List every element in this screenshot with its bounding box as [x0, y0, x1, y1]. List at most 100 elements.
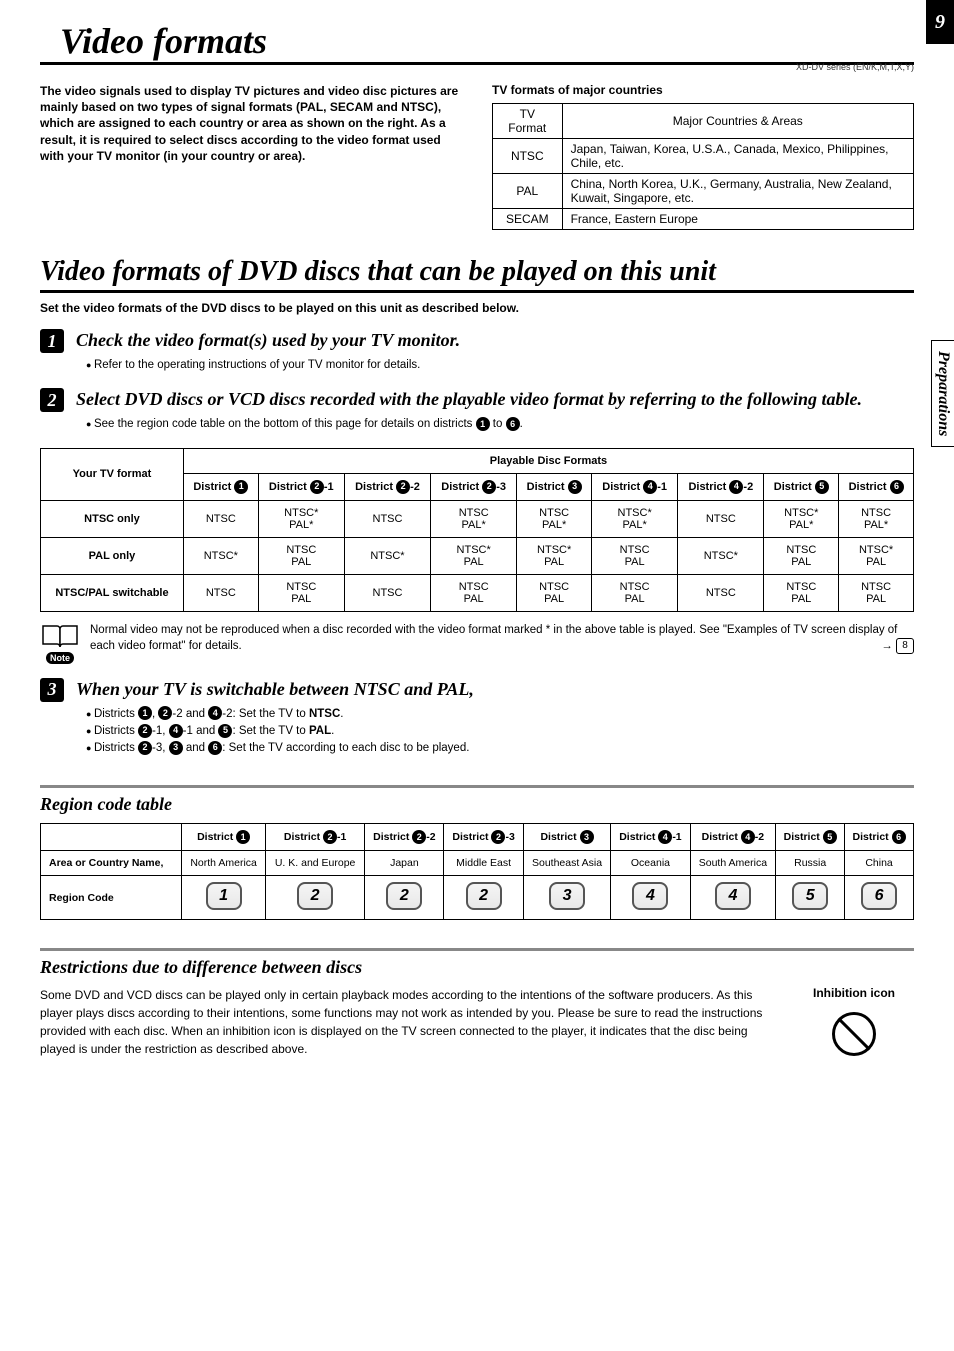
- table-header: District 1: [183, 473, 258, 500]
- table-cell: NTSCPAL: [592, 574, 678, 611]
- note-icon: Note: [40, 622, 80, 664]
- table-cell: SECAM: [493, 209, 563, 230]
- table-header: District 2-1: [258, 473, 344, 500]
- step-number-2: 2: [40, 388, 64, 412]
- table-cell: NTSC: [493, 139, 563, 174]
- table-cell: China, North Korea, U.K., Germany, Austr…: [562, 174, 913, 209]
- table-header: Playable Disc Formats: [183, 448, 913, 473]
- table-row-header: Area or Country Name,: [41, 851, 182, 876]
- table-cell: Russia: [776, 851, 845, 876]
- table-cell: NTSC*PAL: [839, 537, 914, 574]
- inhibition-label: Inhibition icon: [794, 986, 914, 1000]
- region-code-cell: 2: [365, 876, 444, 920]
- series-code: XD-DV series (EN/K,M,T,X,Y): [796, 62, 914, 72]
- table-cell: NTSC*: [183, 537, 258, 574]
- page-number: 9: [926, 0, 954, 44]
- table-cell: NTSC: [344, 500, 430, 537]
- step-1-detail: Refer to the operating instructions of y…: [86, 359, 420, 371]
- side-tab-preparations: Preparations: [931, 340, 954, 447]
- region-code-table: District 1District 2-1District 2-2Distri…: [40, 823, 914, 920]
- table-cell: Japan, Taiwan, Korea, U.S.A., Canada, Me…: [562, 139, 913, 174]
- table-header: District 2-3: [444, 824, 523, 851]
- table-cell: NTSC*: [344, 537, 430, 574]
- table-cell: NTSC: [344, 574, 430, 611]
- step-number-1: 1: [40, 329, 64, 353]
- table-cell: NTSCPAL*: [839, 500, 914, 537]
- note-block: Note Normal video may not be reproduced …: [40, 622, 914, 664]
- region-code-cell: 2: [444, 876, 523, 920]
- table-header: District 5: [776, 824, 845, 851]
- region-code-cell: 5: [776, 876, 845, 920]
- table-cell: NTSCPAL*: [517, 500, 592, 537]
- region-code-cell: 4: [690, 876, 776, 920]
- table-header: District 2-2: [344, 473, 430, 500]
- table-cell: NTSC: [678, 574, 764, 611]
- playable-formats-table: Your TV format Playable Disc Formats Dis…: [40, 448, 914, 612]
- table-cell: NTSC*PAL: [431, 537, 517, 574]
- note-text: Normal video may not be reproduced when …: [90, 624, 897, 652]
- table-header: District 5: [764, 473, 839, 500]
- inhibition-icon: [832, 1012, 876, 1056]
- restrictions-text: Some DVD and VCD discs can be played onl…: [40, 986, 774, 1058]
- table-header: District 4-1: [611, 824, 690, 851]
- table-cell: China: [845, 851, 914, 876]
- table-cell: PAL: [493, 174, 563, 209]
- step-3-title: When your TV is switchable between NTSC …: [76, 678, 474, 701]
- table-header: Your TV format: [41, 448, 184, 500]
- table-cell: NTSC: [183, 500, 258, 537]
- page-title: Video formats: [40, 20, 914, 65]
- table-row-header: NTSC/PAL switchable: [41, 574, 184, 611]
- table-cell: NTSCPAL: [764, 574, 839, 611]
- table-cell: NTSCPAL: [258, 537, 344, 574]
- table-cell: NTSCPAL: [258, 574, 344, 611]
- table-cell: NTSC*PAL: [517, 537, 592, 574]
- table-cell: NTSCPAL: [517, 574, 592, 611]
- table-cell: NTSC*PAL*: [592, 500, 678, 537]
- sub-title: Video formats of DVD discs that can be p…: [40, 256, 914, 293]
- table-cell: Middle East: [444, 851, 523, 876]
- region-code-heading: Region code table: [40, 785, 914, 815]
- table-cell: NTSCPAL: [764, 537, 839, 574]
- table-cell: NTSC*: [678, 537, 764, 574]
- step-2-detail: See the region code table on the bottom …: [86, 416, 914, 433]
- intro-text: The video signals used to display TV pic…: [40, 83, 462, 230]
- table-cell: Oceania: [611, 851, 690, 876]
- region-code-cell: 1: [182, 876, 266, 920]
- table-header: District 2-1: [265, 824, 364, 851]
- table-header: District 1: [182, 824, 266, 851]
- table-cell: NTSC: [183, 574, 258, 611]
- table-cell: Japan: [365, 851, 444, 876]
- table-cell: NTSCPAL: [431, 574, 517, 611]
- restrictions-heading: Restrictions due to difference between d…: [40, 948, 914, 978]
- table-cell: NTSCPAL: [592, 537, 678, 574]
- table-row-header: Region Code: [41, 876, 182, 920]
- table-cell: NTSC*PAL*: [764, 500, 839, 537]
- region-code-cell: 4: [611, 876, 690, 920]
- table-header: District 4-2: [690, 824, 776, 851]
- table-header: District 6: [839, 473, 914, 500]
- table-header: District 3: [523, 824, 611, 851]
- table-header: TV Format: [493, 104, 563, 139]
- table-header: District 4-2: [678, 473, 764, 500]
- table-cell: NTSCPAL*: [431, 500, 517, 537]
- table-cell: North America: [182, 851, 266, 876]
- region-code-cell: 2: [265, 876, 364, 920]
- page-reference: 8: [896, 638, 914, 654]
- region-code-cell: 3: [523, 876, 611, 920]
- table-header: District 3: [517, 473, 592, 500]
- table-cell: NTSCPAL: [839, 574, 914, 611]
- table-row-header: PAL only: [41, 537, 184, 574]
- tv-formats-heading: TV formats of major countries: [492, 83, 914, 97]
- table-header: District 2-2: [365, 824, 444, 851]
- table-cell: U. K. and Europe: [265, 851, 364, 876]
- step-1-title: Check the video format(s) used by your T…: [76, 329, 460, 352]
- table-row-header: NTSC only: [41, 500, 184, 537]
- table-cell: NTSC*PAL*: [258, 500, 344, 537]
- region-code-cell: 6: [845, 876, 914, 920]
- table-cell: Southeast Asia: [523, 851, 611, 876]
- table-cell: South America: [690, 851, 776, 876]
- table-cell: NTSC: [678, 500, 764, 537]
- table-header: District 2-3: [431, 473, 517, 500]
- table-header: District 6: [845, 824, 914, 851]
- table-cell: France, Eastern Europe: [562, 209, 913, 230]
